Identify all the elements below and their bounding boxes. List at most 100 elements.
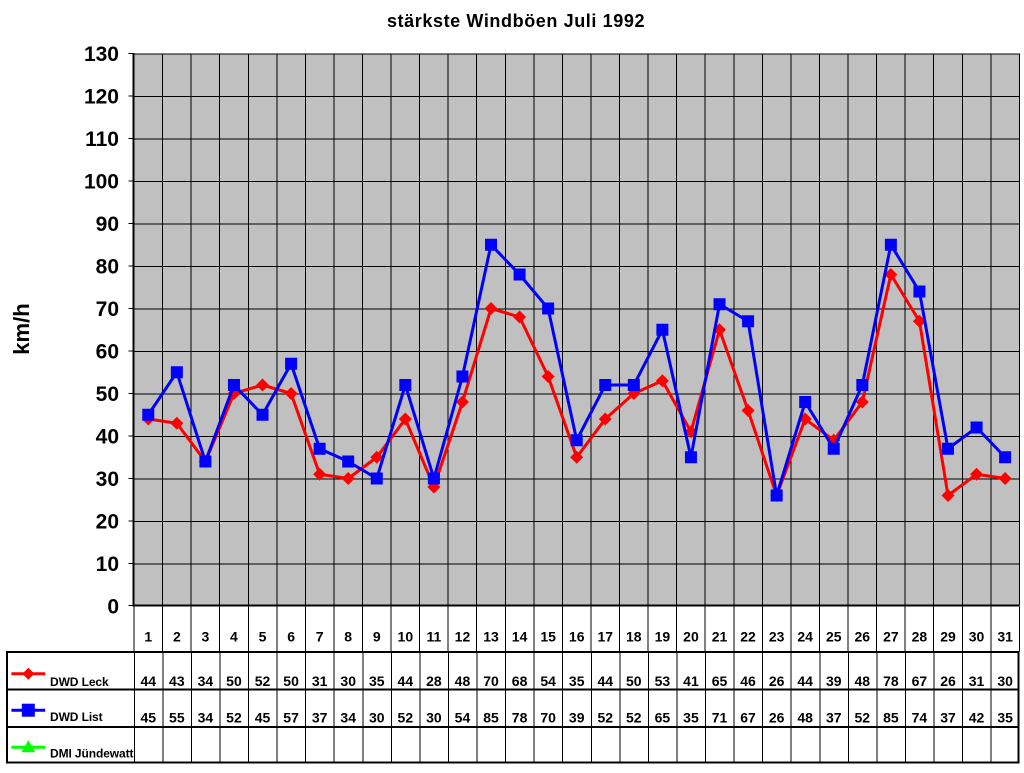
svg-text:6: 6 bbox=[287, 628, 295, 644]
svg-text:28: 28 bbox=[912, 628, 928, 644]
svg-text:71: 71 bbox=[712, 710, 728, 726]
svg-text:52: 52 bbox=[226, 710, 242, 726]
svg-text:90: 90 bbox=[96, 213, 119, 236]
svg-text:23: 23 bbox=[769, 628, 785, 644]
svg-text:35: 35 bbox=[569, 673, 585, 689]
svg-text:85: 85 bbox=[883, 710, 899, 726]
svg-text:30: 30 bbox=[369, 710, 385, 726]
svg-text:4: 4 bbox=[230, 628, 238, 644]
svg-text:13: 13 bbox=[483, 628, 499, 644]
svg-text:26: 26 bbox=[769, 673, 785, 689]
svg-text:9: 9 bbox=[373, 628, 381, 644]
svg-text:29: 29 bbox=[940, 628, 956, 644]
svg-text:10: 10 bbox=[398, 628, 414, 644]
svg-text:50: 50 bbox=[283, 673, 299, 689]
svg-text:DWD Leck: DWD Leck bbox=[50, 675, 109, 689]
svg-text:41: 41 bbox=[683, 673, 699, 689]
svg-text:8: 8 bbox=[344, 628, 352, 644]
svg-text:16: 16 bbox=[569, 628, 585, 644]
svg-text:27: 27 bbox=[883, 628, 899, 644]
svg-text:30: 30 bbox=[96, 468, 119, 491]
svg-text:26: 26 bbox=[769, 710, 785, 726]
svg-text:54: 54 bbox=[455, 710, 471, 726]
svg-text:100: 100 bbox=[84, 171, 119, 194]
svg-text:44: 44 bbox=[797, 673, 813, 689]
svg-text:45: 45 bbox=[255, 710, 271, 726]
svg-text:46: 46 bbox=[740, 673, 756, 689]
svg-text:DWD List: DWD List bbox=[50, 710, 103, 724]
svg-text:34: 34 bbox=[340, 710, 356, 726]
svg-text:68: 68 bbox=[512, 673, 528, 689]
svg-text:80: 80 bbox=[96, 256, 119, 279]
svg-text:30: 30 bbox=[969, 628, 985, 644]
svg-text:28: 28 bbox=[426, 673, 442, 689]
svg-text:DMI Jündewatt: DMI Jündewatt bbox=[50, 746, 133, 760]
svg-text:34: 34 bbox=[198, 710, 214, 726]
svg-text:3: 3 bbox=[202, 628, 210, 644]
svg-text:85: 85 bbox=[483, 710, 499, 726]
svg-text:60: 60 bbox=[96, 341, 119, 364]
svg-text:44: 44 bbox=[597, 673, 613, 689]
svg-text:48: 48 bbox=[855, 673, 871, 689]
svg-text:37: 37 bbox=[940, 710, 956, 726]
svg-text:70: 70 bbox=[483, 673, 499, 689]
svg-text:50: 50 bbox=[226, 673, 242, 689]
svg-text:65: 65 bbox=[655, 710, 671, 726]
svg-text:52: 52 bbox=[855, 710, 871, 726]
svg-text:26: 26 bbox=[855, 628, 871, 644]
svg-text:78: 78 bbox=[512, 710, 528, 726]
svg-text:14: 14 bbox=[512, 628, 528, 644]
svg-text:31: 31 bbox=[312, 673, 328, 689]
svg-text:70: 70 bbox=[540, 710, 556, 726]
svg-text:30: 30 bbox=[426, 710, 442, 726]
svg-text:52: 52 bbox=[597, 710, 613, 726]
svg-text:42: 42 bbox=[969, 710, 985, 726]
svg-text:65: 65 bbox=[712, 673, 728, 689]
svg-text:21: 21 bbox=[712, 628, 728, 644]
svg-text:45: 45 bbox=[140, 710, 156, 726]
svg-text:19: 19 bbox=[655, 628, 671, 644]
svg-text:11: 11 bbox=[426, 628, 441, 644]
svg-text:74: 74 bbox=[912, 710, 928, 726]
svg-text:43: 43 bbox=[169, 673, 185, 689]
svg-text:20: 20 bbox=[683, 628, 699, 644]
svg-text:17: 17 bbox=[597, 628, 613, 644]
svg-text:12: 12 bbox=[455, 628, 471, 644]
svg-text:2: 2 bbox=[173, 628, 181, 644]
svg-text:35: 35 bbox=[683, 710, 699, 726]
svg-text:37: 37 bbox=[312, 710, 328, 726]
svg-text:18: 18 bbox=[626, 628, 642, 644]
svg-text:39: 39 bbox=[826, 673, 842, 689]
svg-text:55: 55 bbox=[169, 710, 185, 726]
svg-text:67: 67 bbox=[740, 710, 756, 726]
svg-text:7: 7 bbox=[316, 628, 324, 644]
svg-text:35: 35 bbox=[997, 710, 1013, 726]
svg-text:40: 40 bbox=[96, 426, 119, 449]
svg-text:52: 52 bbox=[626, 710, 642, 726]
svg-text:20: 20 bbox=[96, 511, 119, 534]
svg-text:52: 52 bbox=[255, 673, 271, 689]
svg-text:44: 44 bbox=[398, 673, 414, 689]
svg-text:48: 48 bbox=[797, 710, 813, 726]
svg-text:stärkste Windböen Juli 1992: stärkste Windböen Juli 1992 bbox=[387, 11, 645, 31]
svg-text:35: 35 bbox=[369, 673, 385, 689]
svg-text:26: 26 bbox=[940, 673, 956, 689]
svg-text:25: 25 bbox=[826, 628, 842, 644]
svg-text:5: 5 bbox=[259, 628, 267, 644]
svg-text:130: 130 bbox=[84, 43, 119, 66]
svg-text:15: 15 bbox=[540, 628, 556, 644]
svg-text:70: 70 bbox=[96, 298, 119, 321]
svg-text:57: 57 bbox=[283, 710, 299, 726]
svg-text:10: 10 bbox=[96, 553, 119, 576]
svg-text:110: 110 bbox=[85, 128, 119, 151]
svg-text:53: 53 bbox=[655, 673, 671, 689]
svg-text:1: 1 bbox=[144, 628, 152, 644]
svg-text:30: 30 bbox=[340, 673, 356, 689]
svg-text:67: 67 bbox=[912, 673, 928, 689]
svg-text:31: 31 bbox=[997, 628, 1013, 644]
svg-text:52: 52 bbox=[398, 710, 414, 726]
svg-text:24: 24 bbox=[797, 628, 813, 644]
svg-text:km/h: km/h bbox=[9, 303, 34, 354]
svg-text:50: 50 bbox=[626, 673, 642, 689]
svg-text:48: 48 bbox=[455, 673, 471, 689]
